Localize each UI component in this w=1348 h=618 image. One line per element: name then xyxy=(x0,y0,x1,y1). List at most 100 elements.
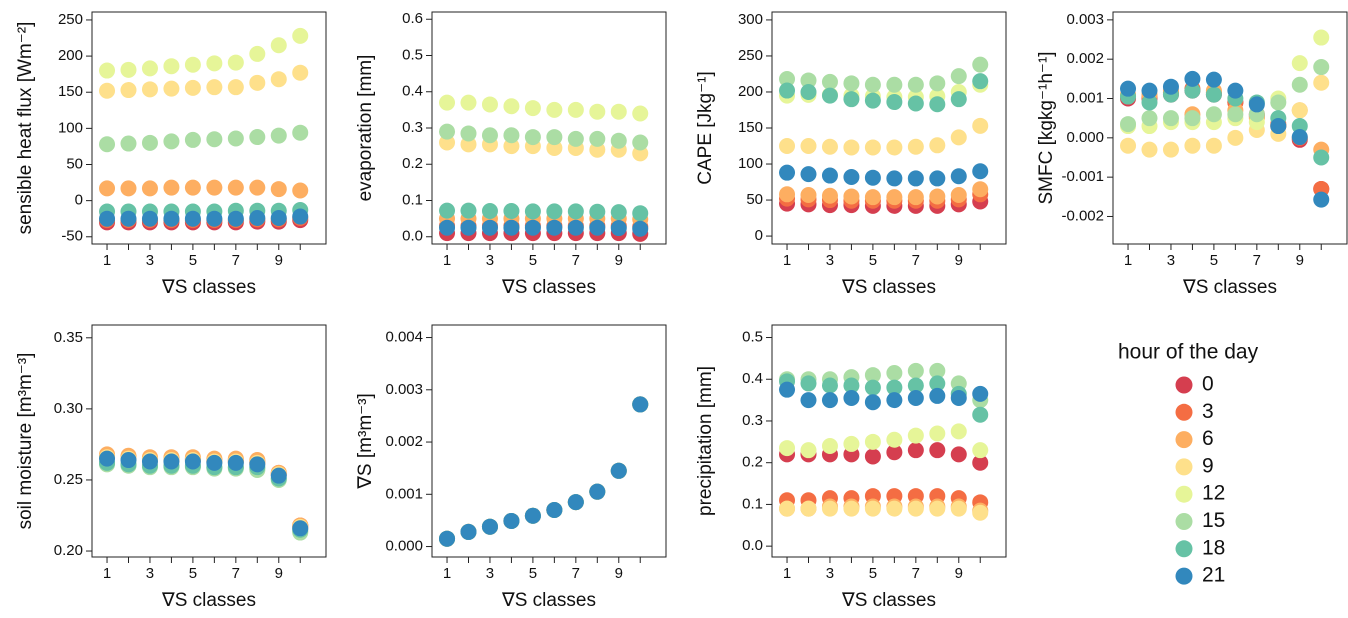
x-tick-label: 7 xyxy=(232,252,240,269)
point xyxy=(907,500,924,517)
point xyxy=(1120,80,1137,97)
legend-label: 3 xyxy=(1202,400,1214,423)
point xyxy=(886,444,903,461)
point xyxy=(227,79,244,96)
point xyxy=(929,75,946,92)
point xyxy=(460,219,477,236)
point xyxy=(864,76,881,93)
point xyxy=(503,127,520,144)
y-axis-label: CAPE [Jkg⁻¹] xyxy=(695,71,716,185)
point xyxy=(800,187,817,204)
point xyxy=(907,95,924,112)
point xyxy=(972,163,989,180)
x-tick-label: 5 xyxy=(1210,252,1218,269)
point xyxy=(886,139,903,156)
legend-label: 0 xyxy=(1202,373,1214,396)
legend-swatch xyxy=(1175,567,1193,585)
point xyxy=(886,392,903,409)
x-axis-label: ∇S classes xyxy=(841,277,936,298)
point xyxy=(886,189,903,206)
point xyxy=(800,375,817,392)
point xyxy=(779,164,796,181)
point xyxy=(546,219,563,236)
point xyxy=(503,98,520,115)
y-tick-label: 0 xyxy=(75,192,83,209)
point xyxy=(779,440,796,457)
y-tick-label: 150 xyxy=(58,83,83,100)
y-tick-label: 100 xyxy=(58,119,83,136)
point xyxy=(907,390,924,407)
point xyxy=(206,55,223,72)
point xyxy=(99,180,116,197)
y-tick-label: 0.003 xyxy=(1066,11,1104,28)
point xyxy=(1120,137,1137,154)
point xyxy=(1313,191,1330,208)
point xyxy=(589,103,606,120)
y-tick-label: 0.001 xyxy=(1066,89,1104,106)
legend-label: 12 xyxy=(1202,482,1225,505)
point xyxy=(227,130,244,147)
point xyxy=(779,186,796,203)
legend-swatch xyxy=(1175,431,1193,449)
point xyxy=(524,100,541,117)
point xyxy=(163,210,180,227)
point xyxy=(864,500,881,517)
y-tick-label: 0.0 xyxy=(402,228,423,245)
y-tick-label: 0.002 xyxy=(1066,50,1104,67)
x-tick-label: 3 xyxy=(146,252,154,269)
point xyxy=(206,131,223,148)
point xyxy=(972,181,989,198)
point xyxy=(886,500,903,517)
point xyxy=(481,127,498,144)
point xyxy=(589,203,606,220)
x-tick-label: 1 xyxy=(103,565,111,582)
point xyxy=(546,501,563,518)
point xyxy=(120,135,137,152)
point xyxy=(141,134,158,151)
point xyxy=(1205,106,1222,123)
point xyxy=(270,37,287,54)
point xyxy=(249,456,266,473)
point xyxy=(546,101,563,118)
x-tick-label: 9 xyxy=(955,252,963,269)
point xyxy=(567,203,584,220)
point xyxy=(99,136,116,153)
point xyxy=(800,442,817,459)
point xyxy=(589,130,606,147)
point xyxy=(864,394,881,411)
point xyxy=(843,91,860,108)
y-tick-label: 0.2 xyxy=(402,155,423,172)
point xyxy=(843,188,860,205)
legend-swatch xyxy=(1175,540,1193,558)
point xyxy=(439,94,456,111)
point xyxy=(886,379,903,396)
x-tick-label: 1 xyxy=(443,565,451,582)
point xyxy=(524,507,541,524)
y-tick-label: 0.5 xyxy=(402,46,423,63)
legend-label: 15 xyxy=(1202,509,1225,532)
point xyxy=(632,105,649,122)
point xyxy=(907,377,924,394)
point xyxy=(292,182,309,199)
point xyxy=(481,219,498,236)
point xyxy=(1291,76,1308,93)
legend-swatch xyxy=(1175,485,1193,503)
point xyxy=(1184,70,1201,87)
point xyxy=(843,75,860,92)
point xyxy=(163,453,180,470)
point xyxy=(1120,116,1137,133)
point xyxy=(141,210,158,227)
point xyxy=(1205,86,1222,103)
point xyxy=(886,364,903,381)
point xyxy=(1270,118,1287,135)
y-axis-label: sensible heat flux [Wm⁻²] xyxy=(15,22,36,235)
point xyxy=(1205,137,1222,154)
point xyxy=(632,134,649,151)
point xyxy=(1291,55,1308,72)
point xyxy=(270,209,287,226)
y-tick-label: 200 xyxy=(738,83,763,100)
point xyxy=(907,427,924,444)
y-tick-label: 0.002 xyxy=(385,433,423,450)
y-tick-label: 0.2 xyxy=(742,454,763,471)
